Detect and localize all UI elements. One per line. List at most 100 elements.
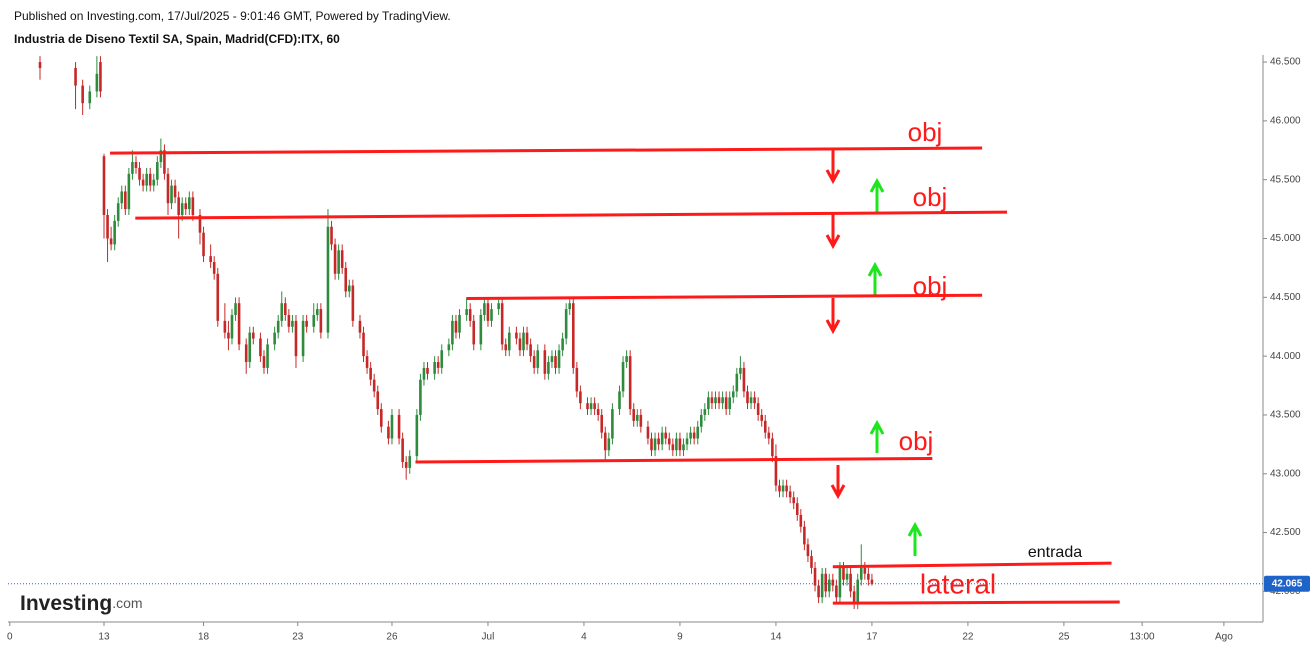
candle-body: [692, 432, 696, 439]
candle-body: [440, 350, 444, 368]
candle-body: [447, 344, 451, 351]
candle-body: [707, 397, 710, 410]
candle-body: [515, 332, 518, 339]
candle-body: [849, 573, 852, 592]
trend-line: [832, 561, 1112, 569]
x-tick-label: 26: [386, 632, 398, 643]
candle-body: [490, 309, 493, 321]
candle-body: [611, 409, 614, 439]
annotation: obj: [899, 426, 934, 456]
candle-body: [525, 332, 529, 345]
candle-body: [376, 391, 380, 410]
candle-body: [287, 314, 291, 327]
candle-body: [628, 356, 632, 410]
candle-body: [95, 73, 99, 92]
candle-body: [291, 320, 294, 327]
candle-body: [259, 338, 262, 357]
candle-body: [529, 344, 532, 357]
trend-line: [110, 146, 983, 155]
candle-body: [817, 585, 820, 598]
candle-body: [141, 179, 145, 186]
candle-body: [173, 185, 177, 198]
y-tick-label: 43.000: [1270, 468, 1301, 479]
candle-body: [333, 244, 337, 274]
candle-body: [771, 438, 774, 457]
candle-body: [600, 414, 604, 433]
candle-body: [667, 438, 671, 445]
candle-body: [273, 332, 276, 345]
candle-body: [536, 350, 540, 368]
candle-body: [276, 320, 280, 333]
candle-body: [859, 567, 863, 580]
candle-body: [778, 485, 781, 492]
candle-body: [810, 556, 813, 568]
candle-body: [742, 367, 746, 392]
logo-word: Investing: [20, 592, 112, 615]
candle-body: [305, 320, 308, 327]
candle-body: [433, 362, 436, 374]
trend-line: [135, 210, 1008, 220]
candle-body: [564, 309, 568, 339]
candle-body: [749, 397, 753, 404]
candle-body: [803, 526, 806, 545]
candle-body: [806, 544, 810, 557]
candle-body: [358, 320, 362, 333]
candle-body: [657, 438, 660, 445]
candle-body: [571, 303, 575, 368]
x-tick-label: 13: [98, 632, 110, 643]
logo: Investing.com: [20, 592, 143, 615]
y-tick-label: 46.000: [1270, 116, 1301, 127]
candle-body: [156, 162, 159, 180]
candle-body: [500, 303, 504, 345]
candle-body: [397, 414, 401, 439]
candle-body: [116, 203, 120, 221]
x-tick-label: Jul: [482, 632, 495, 643]
candle-body: [244, 344, 248, 363]
candle-body: [422, 367, 426, 380]
candle-body: [415, 414, 419, 457]
candle-body: [419, 379, 422, 415]
candle-body: [248, 332, 252, 363]
candle-body: [479, 314, 483, 345]
candle-body: [113, 220, 116, 245]
candle-body: [159, 150, 163, 163]
candle-body: [838, 567, 842, 598]
y-tick-label: 44.000: [1270, 351, 1301, 362]
candle-body: [134, 162, 138, 168]
candle-body: [120, 191, 124, 204]
candle-body: [685, 438, 689, 445]
candle-body: [625, 356, 628, 363]
candle-body: [465, 309, 468, 315]
candle-body: [152, 179, 156, 186]
candle-body: [330, 226, 333, 245]
x-tick-label: 14: [770, 632, 782, 643]
y-tick-label: 42.500: [1270, 527, 1301, 538]
candle-body: [102, 156, 106, 215]
candle-body: [842, 567, 845, 580]
candle-body: [635, 414, 639, 421]
candle-body: [621, 362, 625, 392]
candle-body: [408, 456, 412, 468]
down-arrows: [825, 150, 846, 500]
candle-body: [824, 573, 828, 592]
candle-body: [863, 567, 867, 574]
candle-body: [856, 579, 860, 604]
candle-body: [472, 320, 476, 345]
candle-body: [301, 320, 305, 357]
annotation: obj: [913, 182, 948, 212]
candle-body: [835, 585, 838, 598]
candle-body: [337, 250, 340, 274]
candle-body: [788, 491, 792, 498]
candle-body: [593, 403, 596, 410]
x-tick-label: 22: [962, 632, 974, 643]
candle-body: [497, 303, 500, 310]
candle-body: [568, 303, 572, 310]
candle-body: [127, 173, 131, 210]
candle-body: [845, 573, 849, 580]
candle-body: [348, 285, 351, 292]
candle-body: [557, 350, 561, 368]
candle-body: [820, 573, 824, 598]
candle-body: [703, 409, 707, 415]
candle-body: [180, 203, 184, 215]
candle-body: [682, 444, 685, 451]
